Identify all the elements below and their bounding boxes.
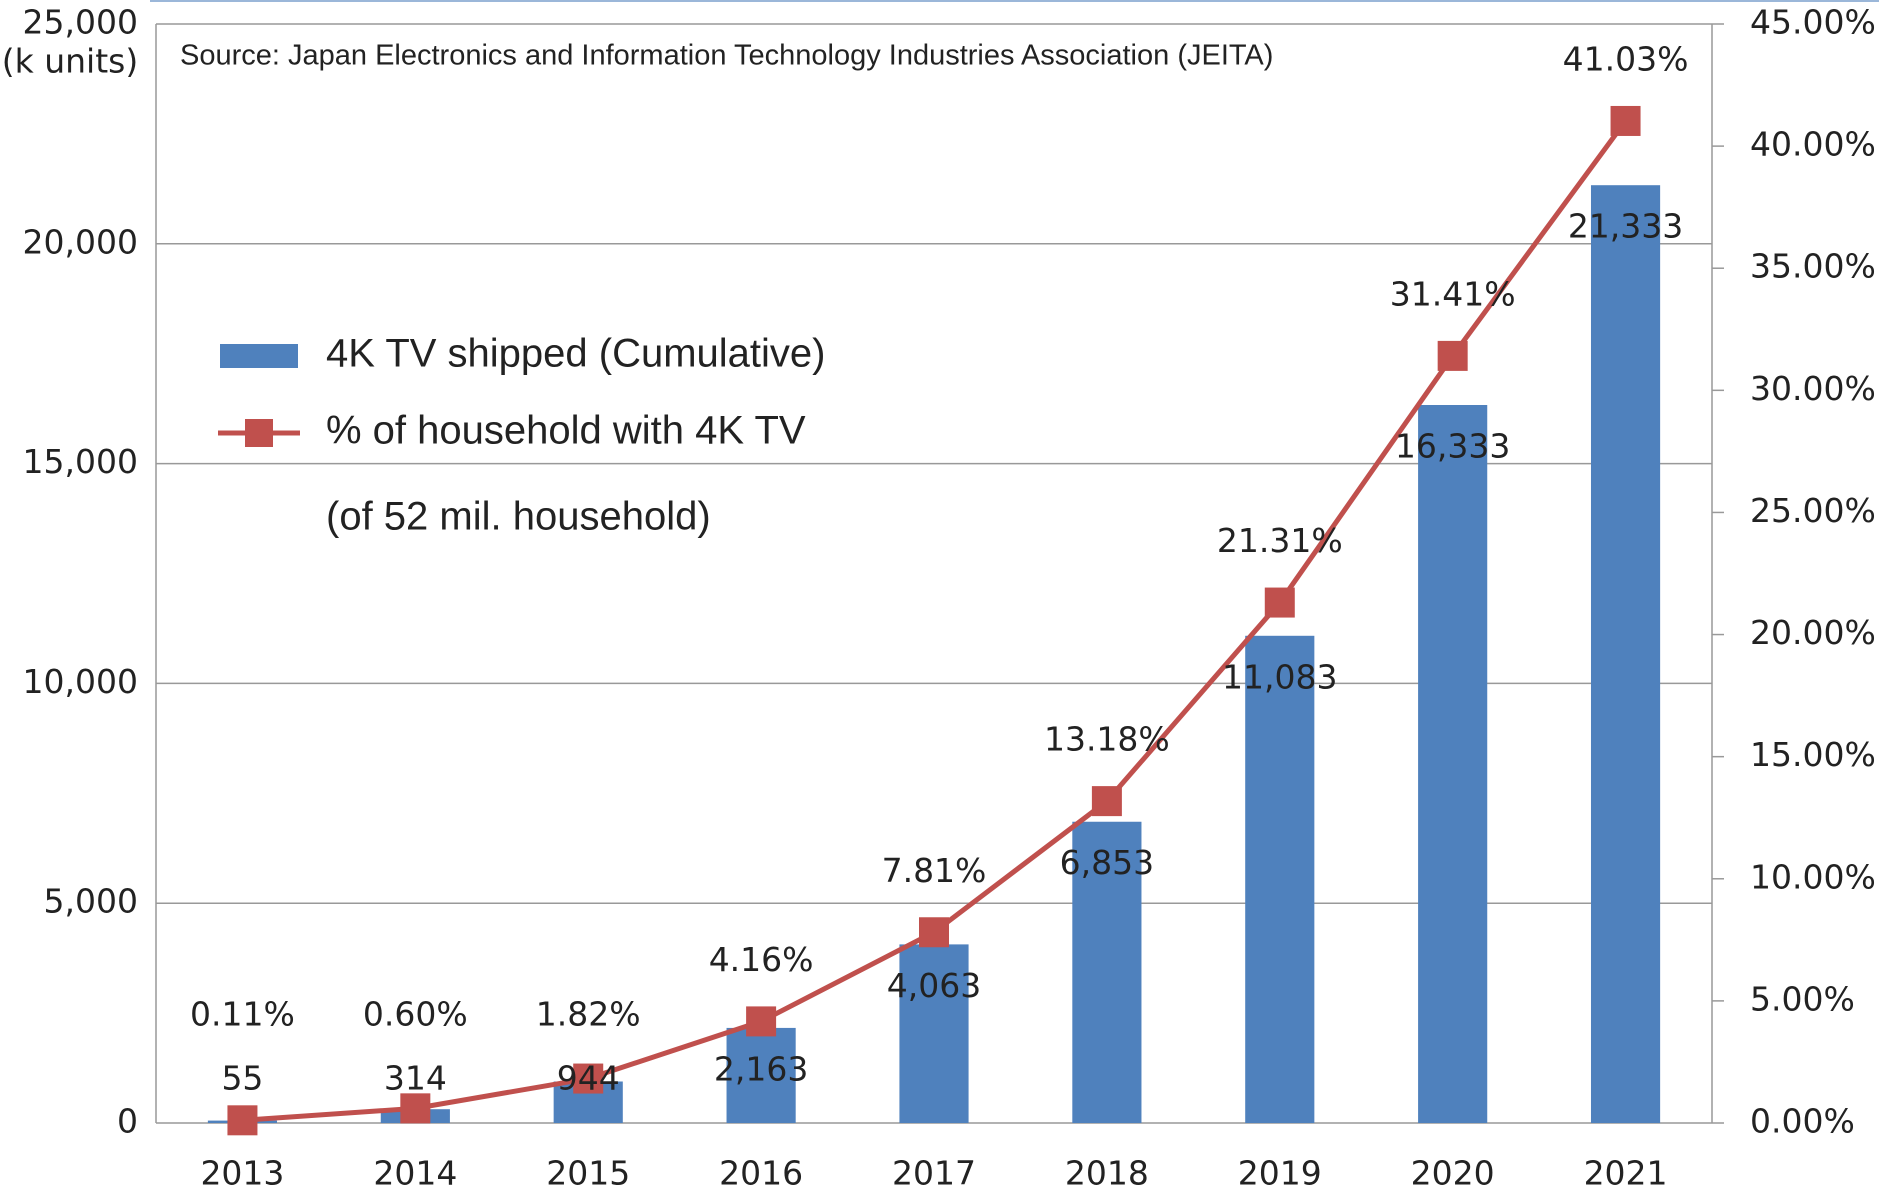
bar [1418, 405, 1488, 1123]
x-tick-label: 2020 [1411, 1154, 1495, 1192]
x-tick-label: 2014 [373, 1154, 457, 1192]
line-value-label: 7.81% [882, 851, 987, 890]
y-tick-label: 0 [117, 1102, 138, 1141]
legend-note: (of 52 mil. household) [326, 495, 711, 539]
bar-value-label: 314 [384, 1059, 447, 1098]
x-tick-label: 2015 [546, 1154, 630, 1192]
x-tick-label: 2021 [1584, 1154, 1668, 1192]
y-tick-label: 15,000 [23, 442, 138, 481]
bar-value-label: 16,333 [1395, 427, 1510, 466]
legend-label: 4K TV shipped (Cumulative) [326, 332, 826, 376]
y-tick-label: 10,000 [23, 662, 138, 701]
bar [1072, 821, 1142, 1123]
line-value-label: 0.60% [363, 995, 468, 1034]
line-marker [227, 1105, 258, 1136]
y-tick-label: 20,000 [23, 222, 138, 261]
y2-tick-label: 45.00% [1750, 3, 1876, 42]
line-marker [746, 1006, 777, 1037]
bar-value-label: 4,063 [887, 966, 981, 1005]
y2-tick-label: 40.00% [1750, 125, 1876, 164]
bar-value-label: 6,853 [1060, 843, 1154, 882]
bar [1245, 635, 1315, 1123]
bar [1590, 185, 1661, 1124]
line-value-label: 21.31% [1217, 521, 1343, 560]
line-value-label: 1.82% [536, 995, 641, 1034]
bar-value-label: 55 [221, 1059, 263, 1098]
line-value-label: 41.03% [1563, 39, 1689, 78]
y2-tick-label: 0.00% [1750, 1102, 1855, 1141]
x-tick-label: 2018 [1065, 1154, 1149, 1192]
y2-tick-label: 15.00% [1750, 735, 1876, 774]
y2-tick-label: 5.00% [1750, 979, 1855, 1018]
y-tick-label: 5,000 [44, 882, 138, 921]
legend-swatch [220, 344, 298, 368]
x-tick-label: 2016 [719, 1154, 803, 1192]
line-marker [1264, 587, 1295, 618]
bar-value-label: 21,333 [1568, 207, 1683, 246]
legend-marker [245, 419, 273, 447]
y2-tick-label: 25.00% [1750, 491, 1876, 530]
x-tick-label: 2013 [200, 1154, 284, 1192]
line-value-label: 0.11% [190, 995, 295, 1034]
line-marker [1091, 786, 1122, 817]
y2-tick-label: 30.00% [1750, 369, 1876, 408]
bar-value-label: 11,083 [1222, 657, 1337, 696]
bar [899, 944, 969, 1123]
x-tick-label: 2017 [892, 1154, 976, 1192]
y-axis-label: (k units) [2, 42, 138, 81]
line-marker [1437, 340, 1468, 371]
line-marker [919, 917, 949, 948]
line-marker [573, 1063, 604, 1094]
bar-value-label: 944 [557, 1059, 620, 1098]
y-tick-label: 25,000 [23, 3, 138, 42]
line-value-label: 31.41% [1390, 274, 1516, 313]
y2-tick-label: 10.00% [1750, 857, 1876, 896]
x-tick-label: 2019 [1238, 1154, 1322, 1192]
bar-value-label: 2,163 [714, 1049, 808, 1088]
source-note: Source: Japan Electronics and Informatio… [180, 40, 1273, 72]
line-marker [400, 1093, 431, 1124]
line-value-label: 13.18% [1044, 720, 1170, 759]
y2-tick-label: 35.00% [1750, 247, 1876, 286]
bar [726, 1027, 796, 1123]
line-marker [1610, 105, 1641, 136]
legend-label: % of household with 4K TV [326, 409, 806, 453]
line-value-label: 4.16% [709, 940, 814, 979]
y2-tick-label: 20.00% [1750, 613, 1876, 652]
